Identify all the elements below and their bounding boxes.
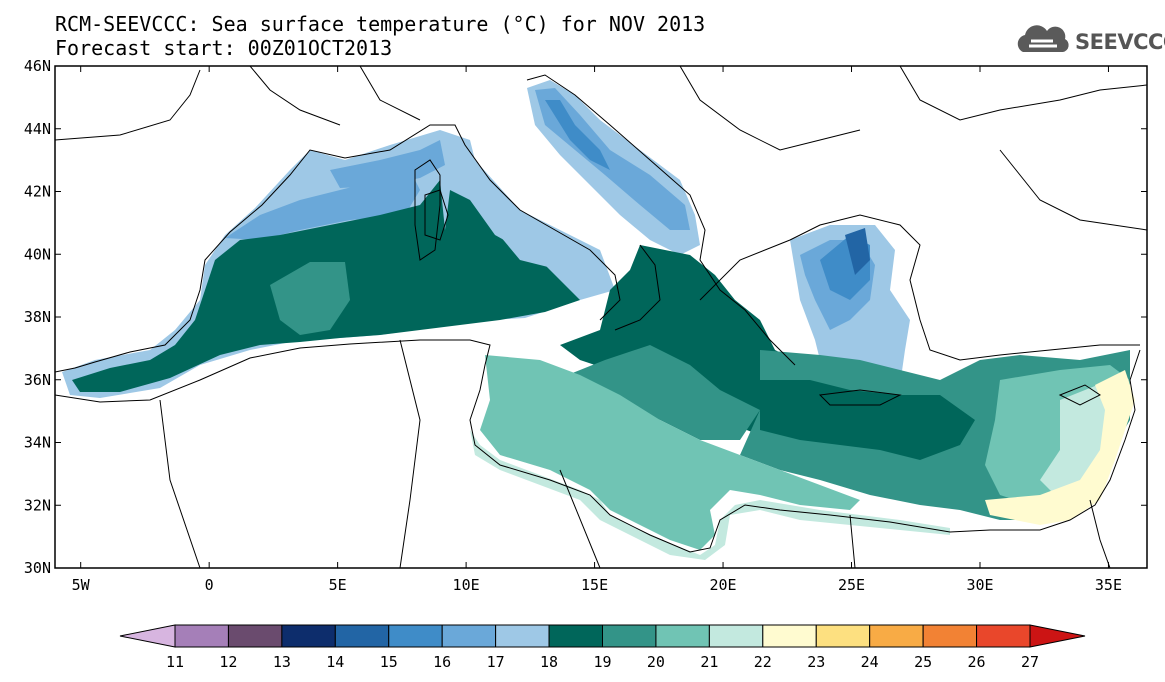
colorbar-swatch <box>495 624 550 648</box>
colorbar-label: 19 <box>593 653 611 671</box>
x-tick-label: 5W <box>72 576 91 594</box>
x-tick-label: 5E <box>329 576 347 594</box>
y-tick-label: 42N <box>24 183 51 201</box>
colorbar-label: 21 <box>700 653 718 671</box>
levantine-22 <box>1040 380 1125 500</box>
colorbar-label: 12 <box>219 653 237 671</box>
x-tick-label: 15E <box>581 576 608 594</box>
adriatic-15 <box>545 100 610 170</box>
ligurian-16 <box>330 140 445 188</box>
tyrrhenian-17 <box>495 230 600 270</box>
y-tick-label: 36N <box>24 371 51 389</box>
y-tick-label: 40N <box>24 245 51 263</box>
west-basin-20 <box>270 262 350 335</box>
colorbar-swatch <box>281 624 336 648</box>
colorbar-swatch <box>708 624 764 648</box>
colorbar-swatch <box>976 624 1031 648</box>
colorbar-swatch <box>441 624 497 648</box>
y-tick-label: 30N <box>24 559 51 577</box>
colorbar-label: 11 <box>166 653 184 671</box>
x-tick-label: 10E <box>453 576 480 594</box>
x-tick-label: 20E <box>710 576 737 594</box>
colorbar-swatch <box>869 624 924 648</box>
x-tick-label: 35E <box>1095 576 1122 594</box>
colorbar-swatch <box>815 624 871 648</box>
sea-temperature-field <box>62 80 1135 560</box>
y-tick-label: 38N <box>24 308 51 326</box>
colorbar-label: 14 <box>326 653 344 671</box>
eastern-19 <box>760 380 975 460</box>
colorbar-label: 22 <box>754 653 772 671</box>
colorbar-label: 17 <box>487 653 505 671</box>
seevccc-logo <box>1015 22 1155 58</box>
colorbar: 11 12 13 14 15 16 17 18 19 20 21 22 23 24 25 26 27 <box>119 624 1086 671</box>
colorbar-swatch <box>334 624 390 648</box>
colorbar-max-arrow <box>1029 624 1086 648</box>
colorbar-label: 26 <box>968 653 986 671</box>
colorbar-label: 23 <box>807 653 825 671</box>
colorbar-label: 20 <box>647 653 665 671</box>
south-21 <box>480 355 860 550</box>
colorbar-label: 16 <box>433 653 451 671</box>
levantine-23 <box>985 370 1135 525</box>
coastlines <box>55 66 1147 568</box>
y-tick-label: 32N <box>24 496 51 514</box>
colorbar-swatch <box>922 624 978 648</box>
colorbar-swatch <box>655 624 710 648</box>
map-axes: 46N 44N 42N 40N 38N 36N 34N 32N 30N 5W 0 5E 10E 15E 20… <box>24 57 1147 594</box>
colorbar-label: 25 <box>914 653 932 671</box>
logo-text: SEEVCCC <box>1075 30 1165 54</box>
y-tick-label: 34N <box>24 434 51 452</box>
colorbar-label: 15 <box>380 653 398 671</box>
chart-title: RCM-SEEVCCC: Sea surface temperature (°C… <box>55 12 706 36</box>
y-tick-label: 44N <box>24 120 51 138</box>
aegean-14 <box>845 228 870 275</box>
x-tick-label: 30E <box>966 576 993 594</box>
chart-subtitle: Forecast start: 00Z01OCT2013 <box>55 36 393 60</box>
colorbar-swatch <box>174 624 229 648</box>
colorbar-swatch <box>388 624 443 648</box>
colorbar-label: 27 <box>1021 653 1039 671</box>
y-tick-label: 46N <box>24 57 51 75</box>
x-tick-label: 25E <box>838 576 865 594</box>
colorbar-label: 13 <box>273 653 291 671</box>
colorbar-label: 18 <box>540 653 558 671</box>
x-tick-label: 0 <box>205 576 214 594</box>
ionian-19 <box>560 245 820 435</box>
colorbar-swatch <box>762 624 817 648</box>
colorbar-min-arrow <box>119 624 176 648</box>
cloud-icon <box>1017 25 1069 52</box>
colorbar-label: 24 <box>861 653 879 671</box>
colorbar-swatch <box>602 624 657 648</box>
ionian-20 <box>555 345 760 440</box>
colorbar-swatch <box>227 624 283 648</box>
west-basin-16 <box>225 170 420 240</box>
colorbar-swatch <box>548 624 603 648</box>
